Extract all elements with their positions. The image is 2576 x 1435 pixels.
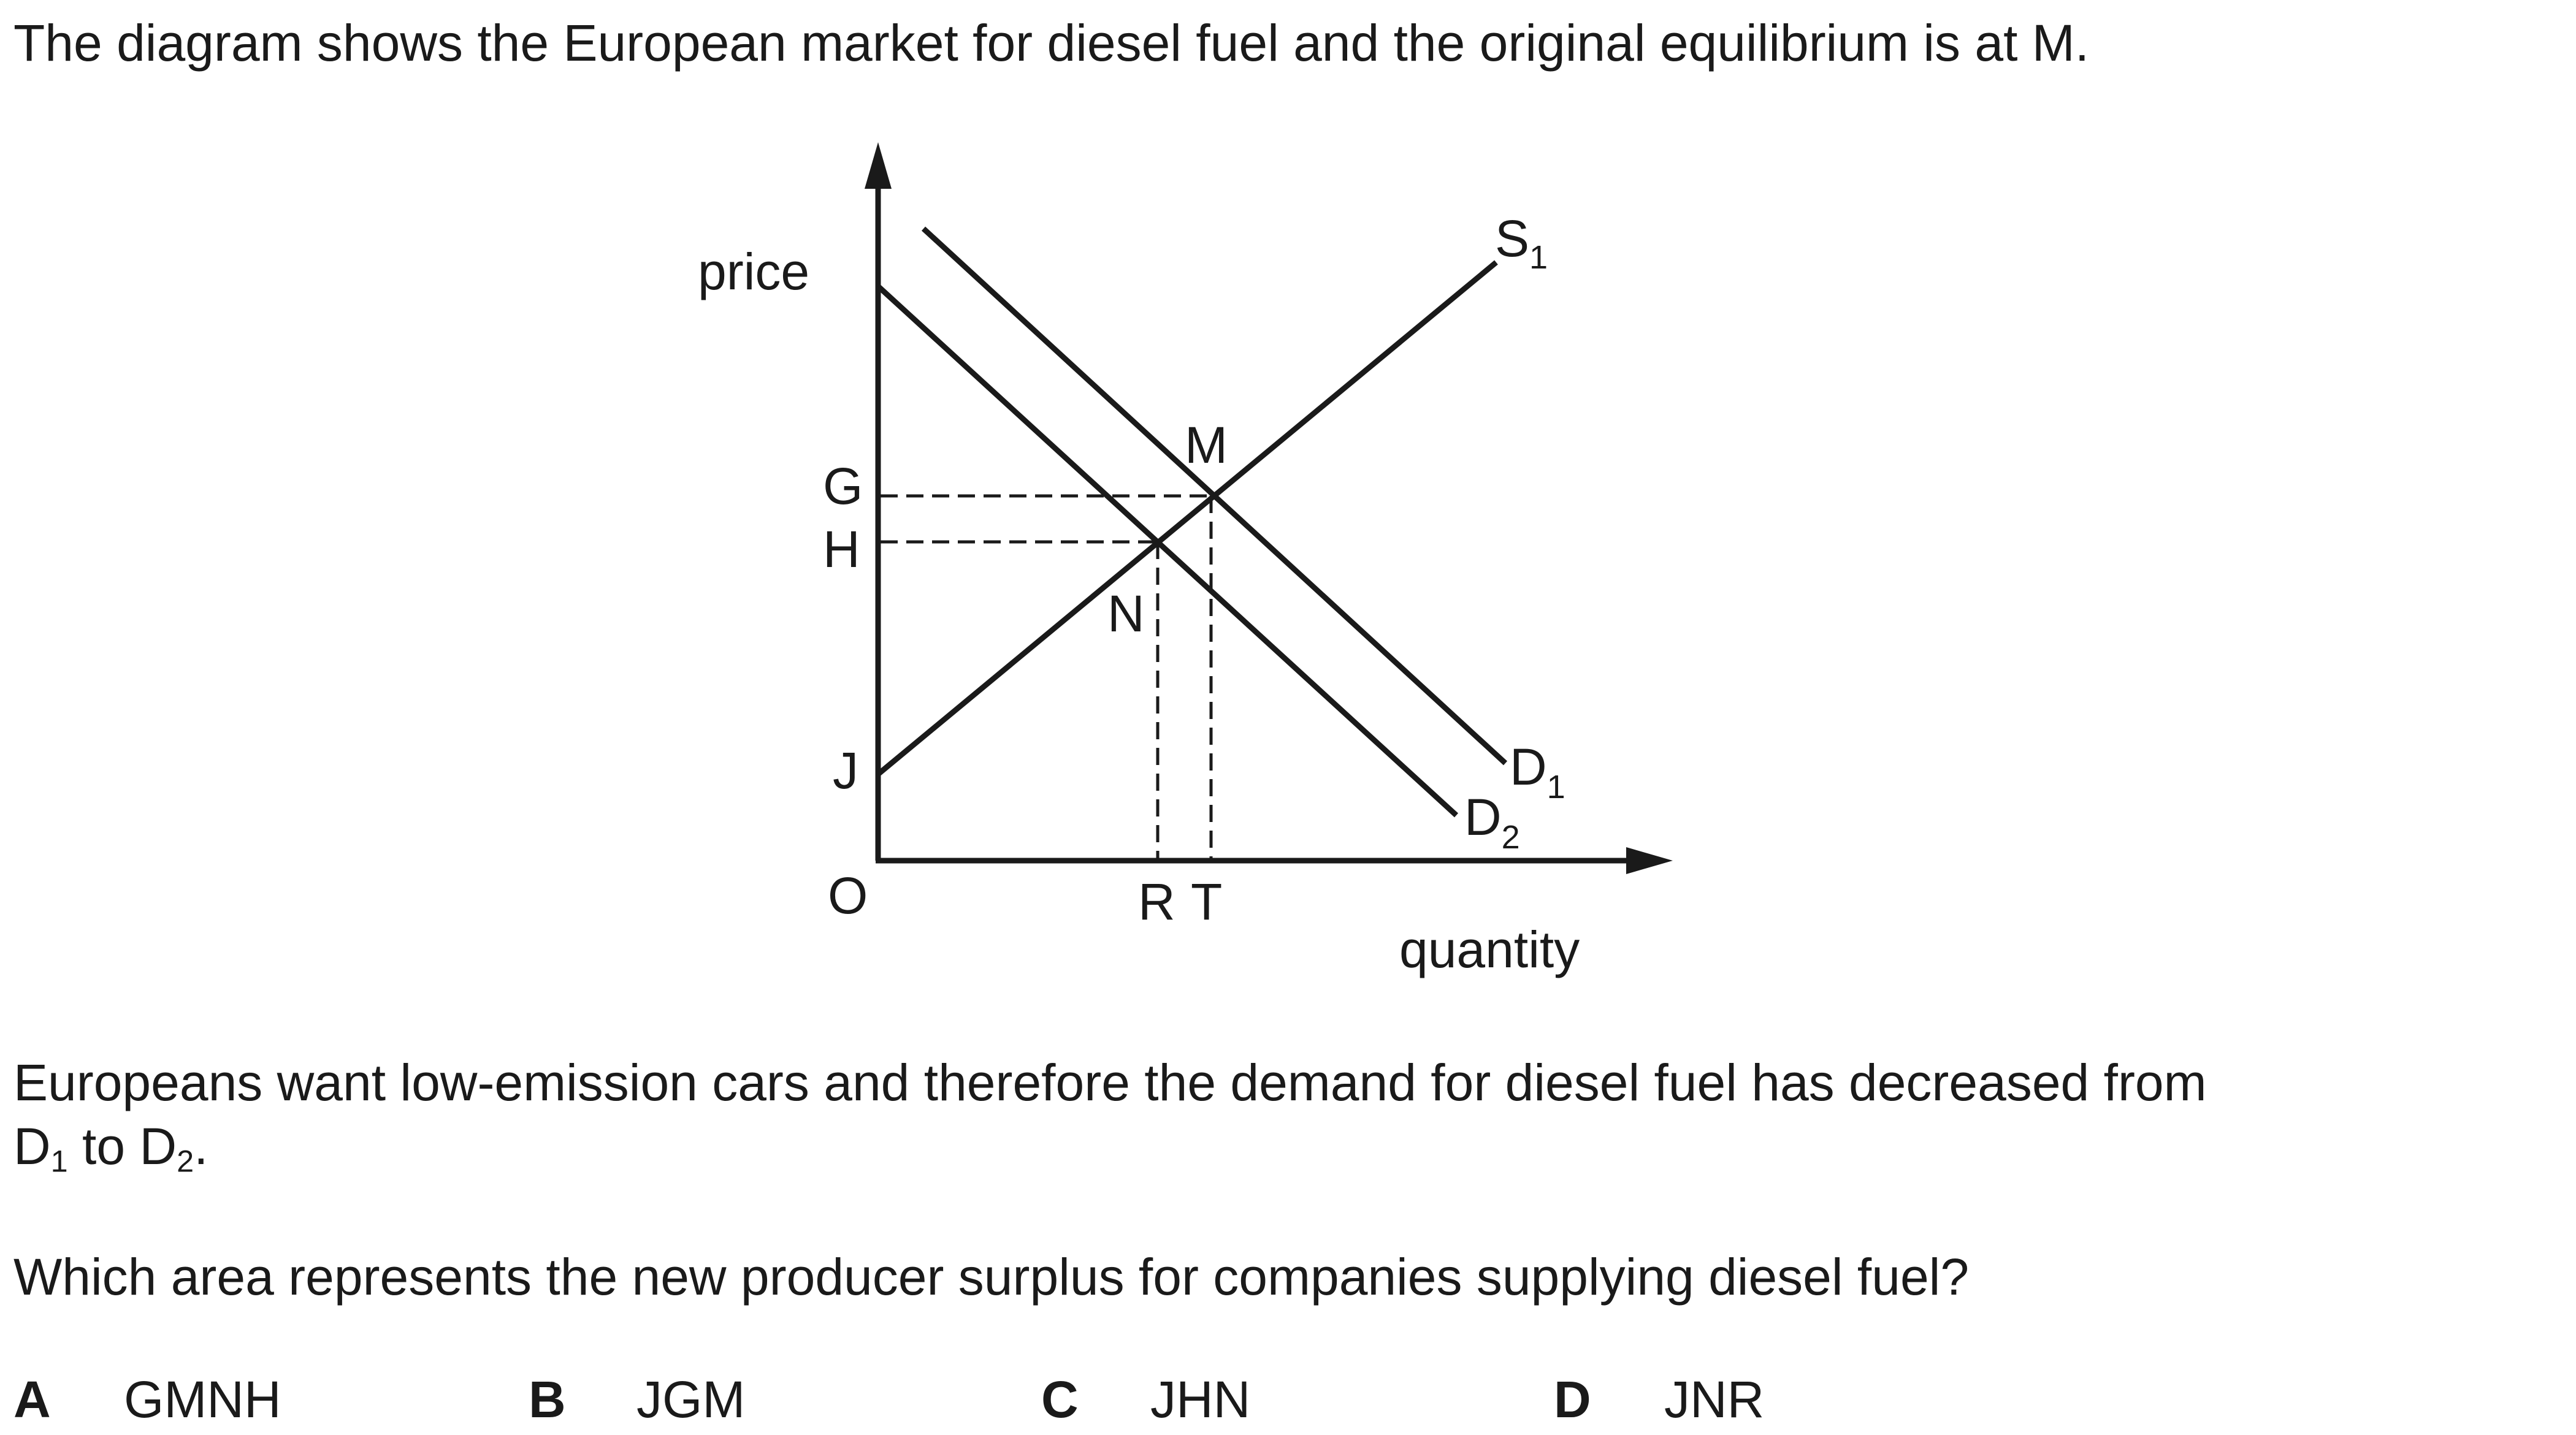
y-axis-label: price	[698, 243, 809, 300]
x-axis-arrow	[1626, 847, 1673, 874]
point-label-m: M	[1185, 416, 1228, 474]
point-label-r: R	[1138, 873, 1175, 931]
body-text-line2: D1 to D2.	[13, 1117, 208, 1179]
option-b-text: JGM	[636, 1371, 746, 1428]
point-label-g: G	[823, 457, 863, 515]
curve-label-d1: D1	[1510, 738, 1565, 805]
point-label-h: H	[823, 520, 860, 578]
point-label-j: J	[833, 742, 858, 799]
y-axis-arrow	[865, 142, 892, 189]
x-axis-label: quantity	[1399, 921, 1580, 978]
option-a-letter: A	[13, 1371, 51, 1428]
option-a-text: GMNH	[124, 1371, 281, 1428]
supply-curve-s1	[876, 260, 1498, 777]
curve-label-s1: S1	[1495, 210, 1548, 276]
option-c-text: JHN	[1150, 1371, 1251, 1428]
origin-label: O	[828, 867, 868, 924]
demand-curve-d2	[876, 284, 1459, 818]
point-label-n: N	[1107, 585, 1145, 642]
option-d-letter: D	[1554, 1371, 1591, 1428]
demand-curve-d1	[921, 226, 1508, 766]
supply-demand-diagram: price quantity O G H J R T M N S1 D1 D2	[698, 142, 1673, 978]
option-d-text: JNR	[1664, 1371, 1765, 1428]
intro-text: The diagram shows the European market fo…	[13, 14, 2090, 72]
option-c-letter: C	[1041, 1371, 1079, 1428]
question-text: Which area represents the new producer s…	[13, 1248, 1970, 1306]
body-text-line1: Europeans want low-emission cars and the…	[13, 1054, 2207, 1111]
point-label-t: T	[1191, 873, 1222, 931]
option-b-letter: B	[529, 1371, 566, 1428]
curve-label-d2: D2	[1464, 788, 1520, 856]
